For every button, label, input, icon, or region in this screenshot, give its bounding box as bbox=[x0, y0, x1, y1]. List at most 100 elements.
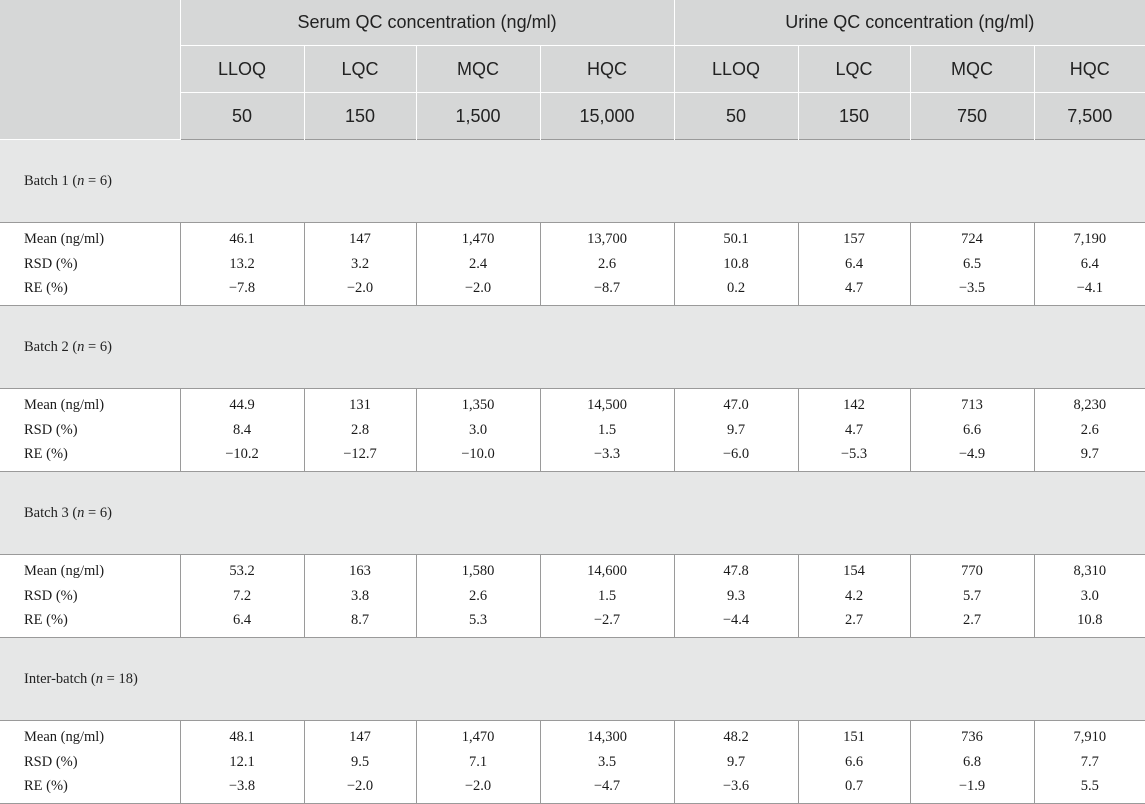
cell-value: 163 bbox=[349, 563, 371, 580]
cell-value: 8.4 bbox=[232, 421, 252, 438]
batch-label-suffix: = 6) bbox=[84, 172, 112, 189]
cell-value: 7.2 bbox=[232, 587, 252, 604]
value-cell: 1,470 2.4 −2.0 bbox=[415, 222, 540, 306]
value-cell: 163 3.8 8.7 bbox=[303, 554, 416, 638]
value-cell: 131 2.8 −12.7 bbox=[303, 388, 416, 472]
cell-value: 3.5 bbox=[597, 753, 617, 770]
concentration-header: 7,500 bbox=[1033, 92, 1145, 140]
cell-value: 3.0 bbox=[1080, 587, 1099, 604]
batch-label: Inter-batch (n = 18) bbox=[0, 637, 1145, 721]
cell-value: 6.6 bbox=[844, 753, 864, 770]
batch-label: Batch 2 (n = 6) bbox=[0, 305, 1145, 389]
cell-value: 6.4 bbox=[1080, 255, 1099, 272]
concentration-header: 1,500 bbox=[415, 92, 540, 140]
cell-value: 53.2 bbox=[229, 563, 255, 580]
cell-value: 7.7 bbox=[1080, 753, 1099, 770]
cell-value: 2.8 bbox=[350, 421, 370, 438]
cell-value: −4.7 bbox=[593, 778, 621, 795]
value-cell: 48.2 9.7 −3.6 bbox=[673, 720, 799, 804]
row-labels-cell: Mean (ng/ml) RSD (%) RE (%) bbox=[0, 721, 180, 804]
value-cell: 46.1 13.2 −7.8 bbox=[179, 222, 304, 306]
level-header: LQC bbox=[303, 45, 416, 93]
batch-header-row: Batch 1 (n = 6) bbox=[0, 139, 1145, 223]
table-header: Serum QC concentration (ng/ml) Urine QC … bbox=[0, 0, 1145, 140]
level-header: MQC bbox=[415, 45, 540, 93]
cell-value: 3.8 bbox=[350, 587, 370, 604]
value-cell: 14,600 1.5 −2.7 bbox=[539, 554, 675, 638]
value-cell: 8,310 3.0 10.8 bbox=[1033, 554, 1145, 638]
cell-value: 1.5 bbox=[597, 587, 617, 604]
batch-header-row: Batch 2 (n = 6) bbox=[0, 305, 1145, 389]
value-cell: 53.2 7.2 6.4 bbox=[179, 554, 304, 638]
cell-value: 50.1 bbox=[723, 231, 749, 248]
cell-value: 2.4 bbox=[468, 255, 488, 272]
cell-value: 8,230 bbox=[1073, 397, 1107, 414]
level-header: LQC bbox=[797, 45, 911, 93]
row-label: RE (%) bbox=[24, 612, 68, 629]
cell-value: 9.3 bbox=[726, 587, 746, 604]
batch-label: Batch 3 (n = 6) bbox=[0, 471, 1145, 555]
value-cell: 14,300 3.5 −4.7 bbox=[539, 720, 675, 804]
row-label: Mean (ng/ml) bbox=[24, 729, 105, 746]
table-row: Mean (ng/ml) RSD (%) RE (%) 53.2 7.2 6.4 163 3.… bbox=[0, 554, 1145, 638]
cell-value: 5.5 bbox=[1080, 778, 1099, 795]
cell-value: 2.7 bbox=[962, 612, 982, 629]
batch-label-suffix: = 6) bbox=[84, 504, 112, 521]
batch-header-row: Inter-batch (n = 18) bbox=[0, 637, 1145, 721]
cell-value: 44.9 bbox=[229, 397, 255, 414]
value-cell: 147 9.5 −2.0 bbox=[303, 720, 416, 804]
cell-value: 2.6 bbox=[468, 587, 488, 604]
cell-value: 9.5 bbox=[350, 753, 370, 770]
batch-label-prefix: Batch 3 ( bbox=[24, 504, 78, 521]
cell-value: 7,910 bbox=[1073, 729, 1107, 746]
row-label: RE (%) bbox=[24, 778, 68, 795]
level-header: HQC bbox=[539, 45, 675, 93]
cell-value: 6.4 bbox=[232, 612, 252, 629]
value-cell: 7,910 7.7 5.5 bbox=[1033, 720, 1145, 804]
table-body: Batch 1 (n = 6) Mean (ng/ml) RSD (%) RE (%)… bbox=[0, 139, 1145, 804]
value-cell: 770 5.7 2.7 bbox=[909, 554, 1035, 638]
value-cell: 154 4.2 2.7 bbox=[797, 554, 911, 638]
cell-value: 1.5 bbox=[597, 421, 617, 438]
cell-value: 48.2 bbox=[723, 729, 749, 746]
cell-value: 6.4 bbox=[844, 255, 864, 272]
cell-value: −3.5 bbox=[958, 280, 986, 297]
cell-value: 5.7 bbox=[962, 587, 982, 604]
cell-value: 10.8 bbox=[1077, 612, 1103, 629]
concentration-header: 750 bbox=[909, 92, 1035, 140]
cell-value: 157 bbox=[843, 231, 865, 248]
cell-value: 9.7 bbox=[726, 421, 746, 438]
cell-value: −10.2 bbox=[225, 446, 259, 463]
cell-value: −3.3 bbox=[593, 446, 621, 463]
cell-value: 154 bbox=[843, 563, 865, 580]
header-corner-cell bbox=[0, 0, 180, 140]
cell-value: 47.8 bbox=[723, 563, 749, 580]
cell-value: 46.1 bbox=[229, 231, 255, 248]
cell-value: −4.9 bbox=[958, 446, 986, 463]
cell-value: 10.8 bbox=[723, 255, 749, 272]
row-label: RSD (%) bbox=[24, 255, 78, 272]
batch-n-symbol: n bbox=[77, 504, 85, 521]
cell-value: 9.7 bbox=[1080, 446, 1099, 463]
cell-value: 5.3 bbox=[468, 612, 488, 629]
cell-value: −2.0 bbox=[464, 280, 492, 297]
cell-value: 48.1 bbox=[229, 729, 255, 746]
cell-value: −10.0 bbox=[461, 446, 495, 463]
cell-value: −2.0 bbox=[464, 778, 492, 795]
row-labels-cell: Mean (ng/ml) RSD (%) RE (%) bbox=[0, 555, 180, 638]
cell-value: 147 bbox=[349, 729, 371, 746]
cell-value: 6.5 bbox=[962, 255, 982, 272]
level-header: MQC bbox=[909, 45, 1035, 93]
batch-label-suffix: = 18) bbox=[103, 670, 138, 687]
concentration-header: 150 bbox=[797, 92, 911, 140]
row-label: RSD (%) bbox=[24, 753, 78, 770]
batch-n-symbol: n bbox=[95, 670, 104, 687]
value-cell: 48.1 12.1 −3.8 bbox=[179, 720, 304, 804]
cell-value: 724 bbox=[961, 231, 983, 248]
cell-value: 736 bbox=[961, 729, 983, 746]
row-label: Mean (ng/ml) bbox=[24, 397, 105, 414]
value-cell: 151 6.6 0.7 bbox=[797, 720, 911, 804]
cell-value: −3.6 bbox=[722, 778, 750, 795]
batch-label-prefix: Batch 1 ( bbox=[24, 172, 78, 189]
value-cell: 1,350 3.0 −10.0 bbox=[415, 388, 540, 472]
